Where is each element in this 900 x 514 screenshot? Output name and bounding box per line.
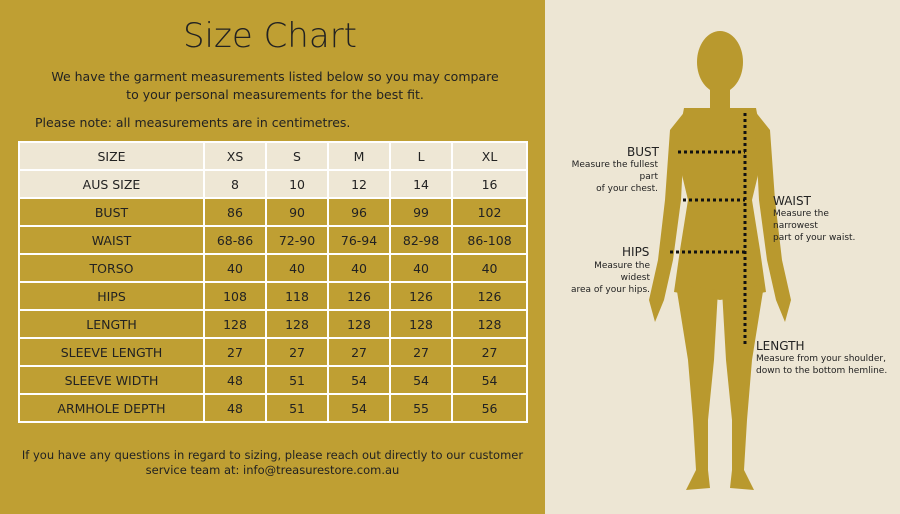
length-label: LENGTH (756, 339, 804, 353)
table-cell: 40 (202, 253, 268, 283)
table-cell: 40 (327, 253, 392, 283)
table-cell: 86-108 (451, 225, 528, 255)
waist-desc: Measure the (773, 209, 829, 219)
table-cell: 128 (265, 309, 330, 339)
table-cell: XL (451, 141, 528, 171)
table-cell: 51 (265, 393, 330, 423)
table-cell: 54 (327, 365, 392, 395)
table-cell: 90 (265, 197, 330, 227)
table-cell: 27 (265, 337, 330, 367)
table-cell: 14 (389, 169, 454, 199)
table-cell: 27 (389, 337, 454, 367)
hips-desc: widest (621, 273, 651, 283)
length-desc: down to the bottom hemline. (756, 366, 887, 376)
table-cell: 16 (451, 169, 528, 199)
table-cell: BUST (18, 197, 205, 227)
table-cell: 56 (451, 393, 528, 423)
size-table: SIZE XS S M L XL AUS SIZE 8 10 12 14 16 BUST 86 90 96 99… (18, 141, 528, 423)
bust-desc: of your chest. (596, 184, 658, 194)
bust-desc: Measure the fullest (572, 160, 659, 170)
hips-desc: Measure the (594, 261, 650, 271)
table-cell: HIPS (18, 281, 205, 311)
table-cell: SLEEVE WIDTH (18, 365, 205, 395)
table-cell: SLEEVE LENGTH (18, 337, 205, 367)
table-cell: 54 (451, 365, 528, 395)
table-cell: 54 (327, 393, 392, 423)
table-cell: M (327, 141, 392, 171)
table-cell: 48 (202, 365, 268, 395)
table-cell: 27 (202, 337, 268, 367)
table-cell: 40 (451, 253, 528, 283)
table-cell: 102 (451, 197, 528, 227)
table-row: SLEEVE WIDTH 48 51 54 54 54 (18, 365, 528, 395)
table-cell: 68-86 (202, 225, 268, 255)
table-cell: L (389, 141, 454, 171)
table-cell: 54 (389, 365, 454, 395)
table-row: LENGTH 128 128 128 128 128 (18, 309, 528, 339)
intro-line: to your personal measurements for the be… (126, 87, 424, 102)
table-cell: WAIST (18, 225, 205, 255)
table-row: SLEEVE LENGTH 27 27 27 27 27 (18, 337, 528, 367)
table-cell: 27 (451, 337, 528, 367)
table-cell: 128 (389, 309, 454, 339)
title: Size Chart (182, 16, 358, 56)
table-row: HIPS 108 118 126 126 126 (18, 281, 528, 311)
footer-line: If you have any questions in regard to s… (21, 448, 524, 462)
table-cell: 128 (327, 309, 392, 339)
waist-label: WAIST (773, 194, 812, 208)
table-cell: 96 (327, 197, 392, 227)
table-row: WAIST 68-86 72-90 76-94 82-98 86-108 (18, 225, 528, 255)
measure-lines (670, 113, 747, 345)
table-cell: AUS SIZE (18, 169, 205, 199)
table-cell: 108 (202, 281, 268, 311)
table-cell: 99 (389, 197, 454, 227)
hips-desc: area of your hips. (571, 285, 650, 295)
table-cell: SIZE (18, 141, 205, 171)
table-cell: 55 (389, 393, 454, 423)
table-cell: 82-98 (389, 225, 454, 255)
table-row: TORSO 40 40 40 40 40 (18, 253, 528, 283)
intro-line: We have the garment measurements listed … (51, 69, 499, 84)
table-cell: 12 (327, 169, 392, 199)
table-cell: 126 (389, 281, 454, 311)
table-cell: 51 (265, 365, 330, 395)
table-cell: 8 (202, 169, 268, 199)
table-cell: 126 (327, 281, 392, 311)
table-cell: XS (202, 141, 268, 171)
table-cell: 86 (202, 197, 268, 227)
table-cell: 128 (202, 309, 268, 339)
silhouette (649, 31, 791, 490)
table-row: BUST 86 90 96 99 102 (18, 197, 528, 227)
table-cell: 126 (451, 281, 528, 311)
table-cell: LENGTH (18, 309, 205, 339)
table-cell: 40 (265, 253, 330, 283)
table-cell: 48 (202, 393, 268, 423)
table-cell: 10 (265, 169, 330, 199)
table-cell: 128 (451, 309, 528, 339)
table-cell: 118 (265, 281, 330, 311)
intro: We have the garment measurements listed … (0, 68, 550, 104)
table-cell: 27 (327, 337, 392, 367)
table-row: SIZE XS S M L XL (18, 141, 528, 171)
waist-desc: part of your waist. (773, 233, 855, 243)
table-row: ARMHOLE DEPTH 48 51 54 55 56 (18, 393, 528, 423)
size-panel: Size Chart We have the garment measureme… (0, 0, 545, 514)
footer-line: service team at: info@treasurestore.com.… (145, 463, 400, 477)
footer: If you have any questions in regard to s… (0, 448, 545, 478)
length-desc: Measure from your shoulder, (756, 354, 886, 364)
note: Please note: all measurements are in cen… (35, 115, 351, 130)
table-row: AUS SIZE 8 10 12 14 16 (18, 169, 528, 199)
table-cell: S (265, 141, 330, 171)
hips-label: HIPS (622, 245, 649, 259)
table-cell: 76-94 (327, 225, 392, 255)
table-cell: ARMHOLE DEPTH (18, 393, 205, 423)
bust-desc: part (640, 172, 659, 182)
table-cell: 40 (389, 253, 454, 283)
bust-label: BUST (627, 145, 660, 159)
table-cell: 72-90 (265, 225, 330, 255)
table-cell: TORSO (18, 253, 205, 283)
waist-desc: narrowest (773, 221, 818, 231)
